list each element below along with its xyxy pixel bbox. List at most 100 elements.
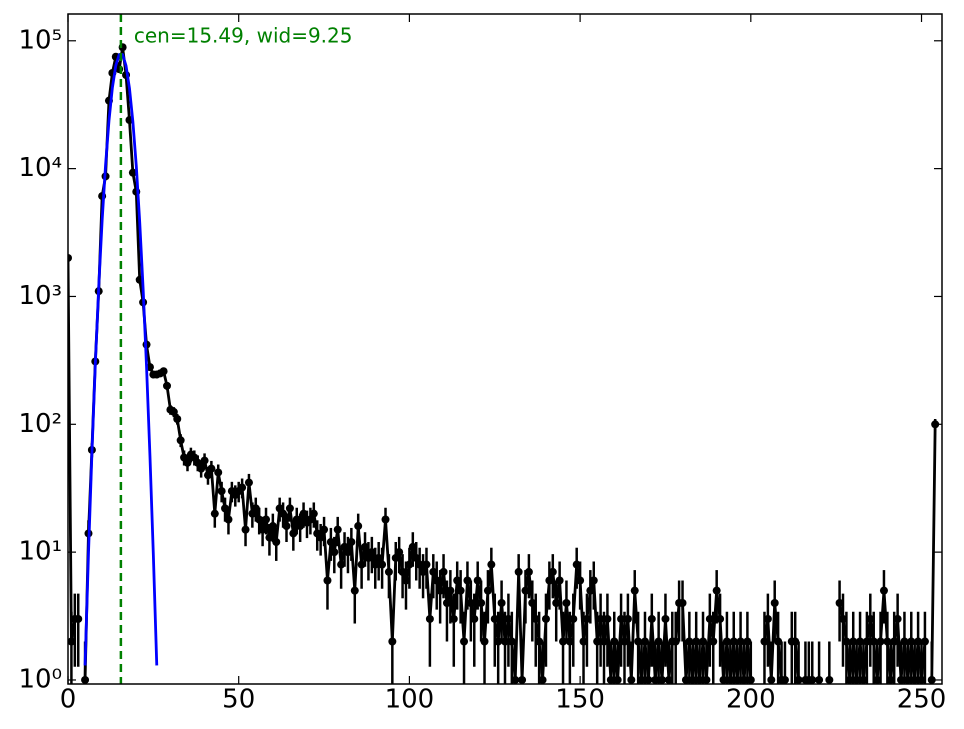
data-point bbox=[644, 675, 653, 684]
data-point bbox=[886, 675, 895, 684]
data-point bbox=[347, 538, 356, 547]
data-point bbox=[381, 515, 390, 524]
data-point bbox=[640, 637, 649, 646]
data-point bbox=[309, 509, 318, 518]
data-point bbox=[733, 675, 742, 684]
data-point bbox=[446, 586, 455, 595]
data-point bbox=[538, 675, 547, 684]
data-point bbox=[241, 525, 250, 534]
data-point bbox=[692, 637, 701, 646]
data-point bbox=[521, 586, 530, 595]
data-point bbox=[183, 458, 192, 467]
data-point bbox=[541, 614, 550, 623]
data-point bbox=[504, 614, 513, 623]
data-point bbox=[463, 576, 472, 585]
data-point bbox=[210, 509, 219, 518]
data-point bbox=[258, 525, 267, 534]
y-tick-label: 10¹ bbox=[18, 537, 62, 567]
data-point bbox=[600, 637, 609, 646]
data-point bbox=[436, 586, 445, 595]
data-point bbox=[654, 637, 663, 646]
data-point bbox=[528, 599, 537, 608]
y-tick-label: 10³ bbox=[18, 281, 62, 311]
x-tick-label: 150 bbox=[555, 685, 605, 715]
data-point bbox=[255, 515, 264, 524]
data-point bbox=[709, 637, 718, 646]
data-point bbox=[869, 637, 878, 646]
data-point bbox=[760, 637, 769, 646]
data-point bbox=[388, 637, 397, 646]
data-point bbox=[719, 675, 728, 684]
data-point bbox=[630, 586, 639, 595]
axes-frame bbox=[67, 13, 943, 685]
data-point bbox=[893, 614, 902, 623]
data-point bbox=[384, 567, 393, 576]
data-point bbox=[688, 675, 697, 684]
data-point bbox=[285, 504, 294, 513]
data-point bbox=[272, 538, 281, 547]
data-point bbox=[726, 675, 735, 684]
data-point bbox=[320, 525, 329, 534]
data-point bbox=[852, 675, 861, 684]
data-point bbox=[364, 553, 373, 562]
data-point bbox=[262, 515, 271, 524]
data-point bbox=[722, 637, 731, 646]
data-point bbox=[221, 504, 230, 513]
data-point bbox=[480, 637, 489, 646]
data-point bbox=[326, 538, 335, 547]
data-point bbox=[856, 637, 865, 646]
data-point bbox=[501, 637, 509, 646]
data-point bbox=[217, 487, 226, 496]
data-point bbox=[890, 637, 899, 646]
data-point bbox=[879, 586, 888, 595]
data-point bbox=[927, 675, 936, 684]
data-point bbox=[224, 515, 233, 524]
data-point bbox=[545, 576, 554, 585]
data-point bbox=[292, 515, 301, 524]
data-point bbox=[128, 168, 137, 177]
data-point bbox=[483, 586, 492, 595]
data-point bbox=[876, 637, 885, 646]
x-tick-label: 50 bbox=[222, 685, 255, 715]
data-point bbox=[596, 614, 605, 623]
data-point bbox=[371, 560, 380, 569]
data-point bbox=[367, 548, 376, 557]
data-point bbox=[511, 675, 520, 684]
data-point bbox=[401, 576, 410, 585]
data-point bbox=[316, 533, 325, 542]
data-point bbox=[907, 637, 916, 646]
data-point bbox=[634, 637, 643, 646]
data-point bbox=[337, 560, 346, 569]
x-tick-label: 250 bbox=[897, 685, 947, 715]
data-point bbox=[442, 599, 451, 608]
data-point bbox=[914, 637, 923, 646]
data-point bbox=[68, 637, 76, 646]
data-point bbox=[429, 567, 438, 576]
data-point bbox=[453, 576, 462, 585]
data-point bbox=[374, 553, 383, 562]
data-point bbox=[415, 560, 424, 569]
data-point bbox=[395, 548, 404, 557]
data-point bbox=[378, 560, 387, 569]
data-point bbox=[620, 637, 629, 646]
data-point bbox=[873, 675, 882, 684]
data-point bbox=[449, 614, 458, 623]
data-point bbox=[695, 675, 704, 684]
data-point bbox=[279, 509, 288, 518]
data-point bbox=[555, 576, 564, 585]
data-point bbox=[617, 614, 626, 623]
data-point bbox=[838, 614, 847, 623]
data-point bbox=[671, 637, 680, 646]
data-point bbox=[477, 599, 486, 608]
data-point bbox=[862, 637, 871, 646]
data-point bbox=[808, 675, 817, 684]
data-point bbox=[774, 637, 783, 646]
data-point bbox=[518, 675, 527, 684]
data-point bbox=[835, 599, 844, 608]
data-point bbox=[282, 522, 291, 531]
data-point bbox=[849, 637, 858, 646]
data-point bbox=[535, 637, 544, 646]
data-point bbox=[699, 637, 708, 646]
data-point bbox=[422, 560, 431, 569]
